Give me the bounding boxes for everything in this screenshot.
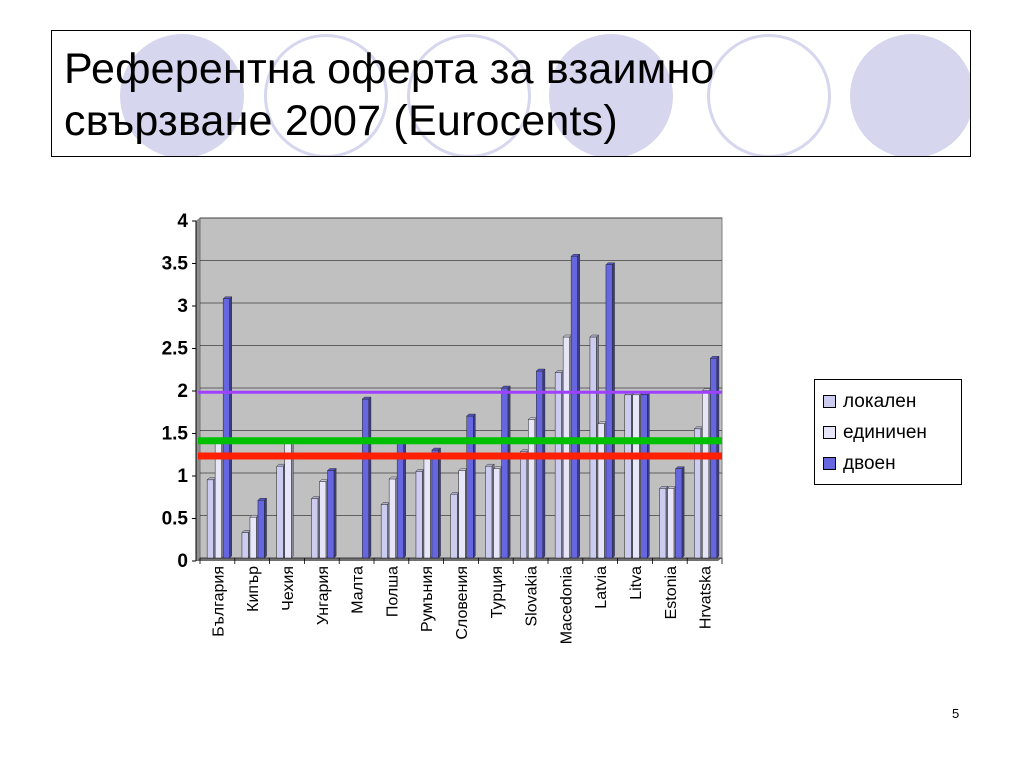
bar (501, 387, 509, 559)
bar (362, 398, 370, 559)
x-tick-label: Унгария (315, 566, 332, 625)
bar (458, 470, 466, 559)
bar-side (577, 253, 580, 559)
bar (536, 370, 544, 559)
page-number: 5 (952, 706, 960, 721)
legend-item-double: двоен (823, 448, 961, 479)
x-tick-label: Румъния (419, 566, 436, 632)
bar (319, 481, 327, 559)
bar (702, 390, 710, 559)
legend-swatch-double (823, 457, 836, 470)
y-tick-label: 1 (177, 466, 188, 487)
bar-side (612, 262, 615, 559)
decorative-circle (120, 34, 244, 156)
bar (632, 394, 640, 559)
bar-side (368, 396, 372, 559)
legend-swatch-local (823, 395, 836, 408)
bar-side (507, 385, 511, 559)
x-tick-label: Litva (628, 566, 645, 600)
legend-item-single: единичен (823, 417, 961, 448)
y-tick-label: 1.5 (162, 424, 189, 445)
bar (624, 394, 632, 559)
x-tick-label: Кипър (245, 566, 262, 612)
x-tick-label: Малта (350, 566, 367, 614)
x-tick-label: Hrvatska (698, 566, 715, 629)
legend-label-single: единичен (843, 421, 927, 443)
bar-side (473, 413, 476, 559)
bar-side (229, 296, 232, 559)
x-tick-label: Slovakia (524, 566, 541, 627)
bar (675, 468, 683, 559)
decorative-circle (850, 34, 970, 156)
y-tick-label: 3 (177, 296, 188, 317)
bar (276, 465, 284, 559)
bar (327, 470, 335, 559)
bar (249, 516, 257, 559)
plot-side-wall (195, 217, 201, 562)
x-tick-label: Чехия (280, 566, 297, 611)
x-tick-label: Полша (384, 566, 401, 617)
bar (562, 336, 570, 559)
bar (667, 488, 675, 559)
legend-label-double: двоен (843, 452, 896, 474)
bar-side (333, 467, 337, 559)
bar-side (681, 466, 685, 559)
bar (694, 428, 702, 559)
bar (485, 465, 493, 559)
x-tick-label: Estonia (663, 566, 680, 619)
bar (206, 479, 214, 559)
bar (450, 494, 458, 559)
bar (431, 449, 439, 559)
bar (388, 478, 396, 559)
decorative-ring (707, 34, 831, 156)
plot-floor (196, 558, 722, 561)
bar (520, 451, 528, 559)
bar (241, 532, 249, 559)
title-box: Референтна оферта за взаимно свързване 2… (51, 30, 971, 157)
decorative-circle (549, 34, 673, 156)
bar (380, 504, 388, 559)
x-tick-label: България (210, 566, 227, 637)
decorative-ring (264, 34, 388, 156)
legend-swatch-single (823, 426, 836, 439)
slide-title: Референтна оферта за взаимно свързване 2… (64, 45, 715, 145)
x-tick-label: Latvia (593, 566, 610, 609)
x-tick-label: Macedonia (558, 566, 575, 644)
bar-side (264, 497, 267, 559)
legend-item-local: локален (823, 386, 961, 417)
chart-legend: локален единичен двоен (814, 379, 962, 485)
bar (570, 256, 578, 559)
decorative-ring (407, 34, 531, 156)
bar (605, 264, 613, 559)
bar (493, 468, 501, 559)
y-tick-label: 0.5 (162, 509, 189, 530)
y-tick-label: 3.5 (162, 254, 189, 275)
bar (589, 336, 597, 559)
y-tick-label: 2 (177, 381, 188, 402)
bar-side (542, 368, 546, 559)
bar (659, 488, 667, 559)
bar (257, 499, 265, 559)
y-tick-label: 4 (177, 211, 188, 232)
bar (554, 372, 562, 559)
bar (311, 498, 319, 559)
bar (640, 394, 648, 559)
y-tick-label: 0 (177, 551, 188, 572)
y-tick-label: 2.5 (162, 339, 189, 360)
bar (415, 471, 423, 559)
x-tick-label: Словения (454, 566, 471, 640)
legend-label-local: локален (843, 390, 917, 412)
bar (423, 455, 431, 559)
bar (222, 298, 230, 559)
bar-side (647, 392, 650, 559)
bar-side (438, 447, 441, 559)
x-tick-label: Турция (489, 566, 506, 618)
